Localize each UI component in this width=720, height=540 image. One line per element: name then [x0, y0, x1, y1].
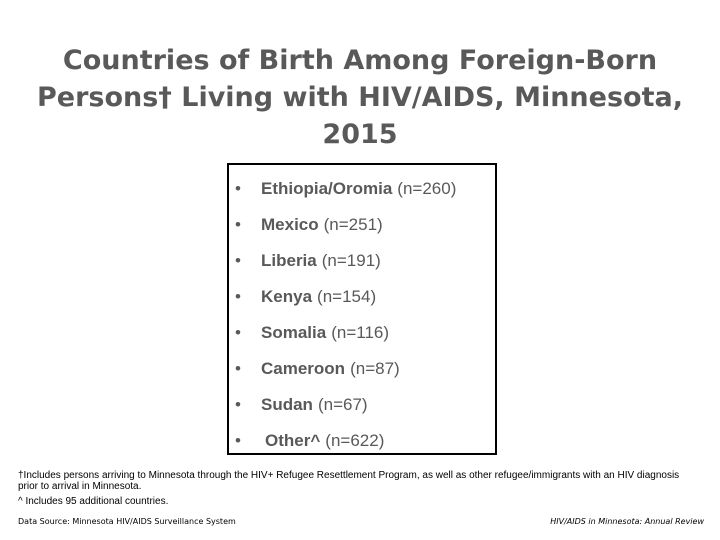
footnote-dagger: †Includes persons arriving to Minnesota … [18, 470, 680, 492]
list-item: • Other^ (n=622) [235, 429, 384, 453]
country-name: Sudan [261, 395, 313, 414]
data-source: Data Source: Minnesota HIV/AIDS Surveill… [18, 517, 236, 526]
country-count: (n=260) [397, 179, 457, 198]
country-count: (n=67) [317, 395, 368, 414]
list-item: • Kenya (n=154) [235, 285, 376, 309]
list-item: • Mexico (n=251) [235, 213, 383, 237]
country-count: (n=191) [321, 251, 381, 270]
bullet-icon: • [235, 287, 241, 306]
list-item: • Ethiopia/Oromia (n=260) [235, 177, 456, 201]
country-count: (n=116) [331, 323, 390, 342]
title-line-2: Persons† Living with HIV/AIDS, Minnesota… [37, 82, 683, 113]
page-title: Countries of Birth Among Foreign-Born Pe… [0, 42, 720, 153]
country-name: Cameroon [261, 359, 346, 378]
country-count: (n=87) [350, 359, 400, 378]
footnote-caret: ^ Includes 95 additional countries. [18, 496, 169, 507]
bullet-icon: • [235, 431, 241, 450]
list-item: • Cameroon (n=87) [235, 357, 400, 381]
list-item: • Liberia (n=191) [235, 249, 381, 273]
bullet-icon: • [235, 215, 241, 234]
title-line-3: 2015 [322, 119, 398, 150]
list-item: • Somalia (n=116) [235, 321, 389, 345]
bullet-icon: • [235, 323, 241, 342]
country-name: Ethiopia/Oromia [261, 179, 393, 198]
country-name: Mexico [261, 215, 319, 234]
list-item: • Sudan (n=67) [235, 393, 368, 417]
publication-name: HIV/AIDS in Minnesota: Annual Review [550, 517, 704, 526]
country-count: (n=622) [325, 431, 385, 450]
country-name: Somalia [261, 323, 327, 342]
country-name: Liberia [261, 251, 317, 270]
countries-list-box: • Ethiopia/Oromia (n=260) • Mexico (n=25… [227, 163, 497, 455]
bullet-icon: • [235, 395, 241, 414]
bullet-icon: • [235, 359, 241, 378]
country-name: Kenya [261, 287, 313, 306]
bullet-icon: • [235, 179, 241, 198]
bullet-icon: • [235, 251, 241, 270]
country-count: (n=154) [317, 287, 377, 306]
country-count: (n=251) [323, 215, 383, 234]
country-name: Other^ [265, 431, 321, 450]
title-line-1: Countries of Birth Among Foreign-Born [62, 45, 658, 76]
